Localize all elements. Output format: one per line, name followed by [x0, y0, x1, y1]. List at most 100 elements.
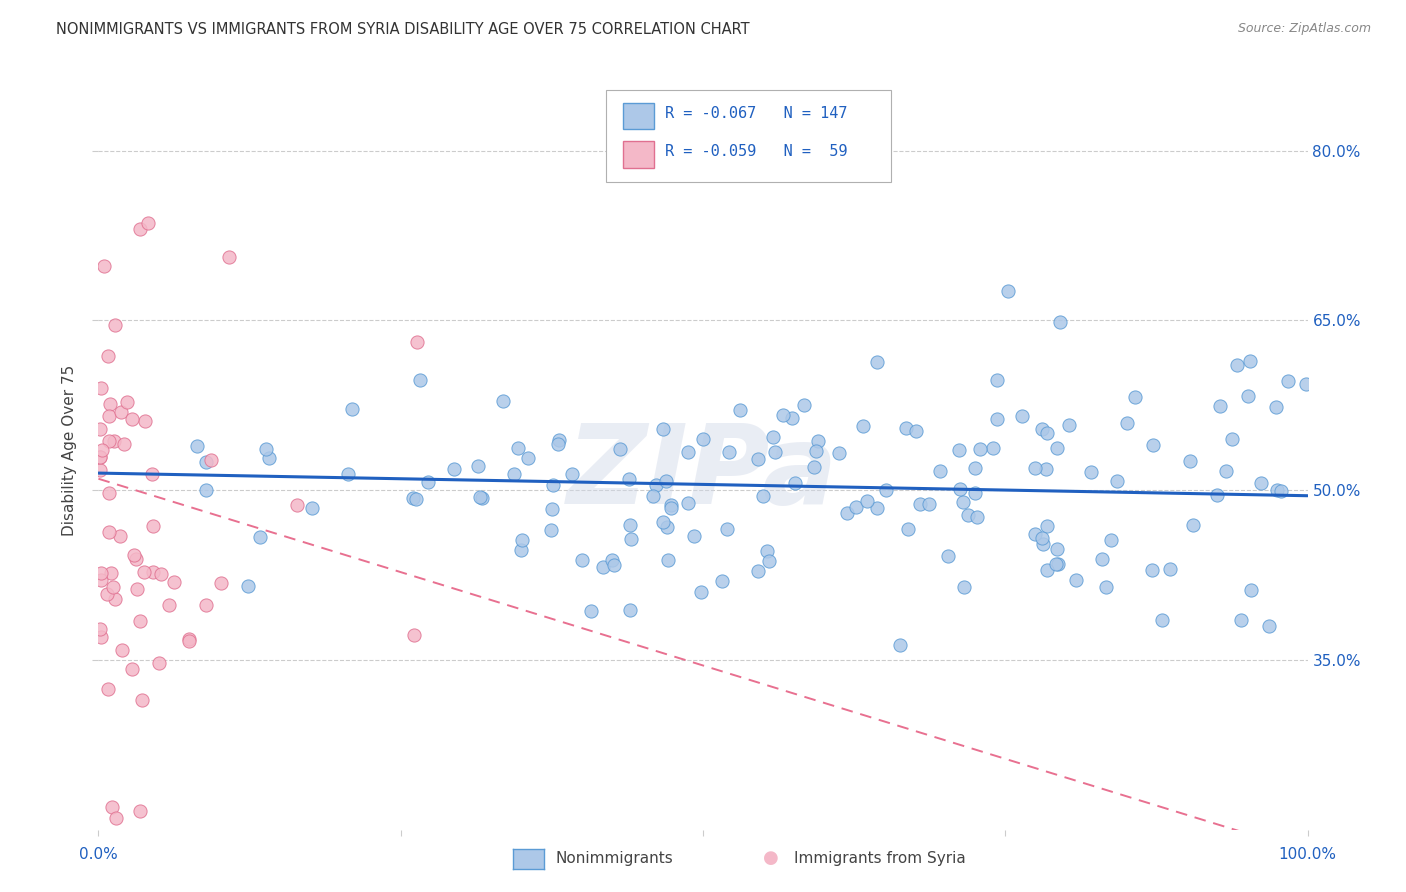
- Point: [101, 580, 124, 594]
- Point: [609, 442, 631, 456]
- Point: [1095, 580, 1118, 594]
- Point: [1295, 377, 1317, 392]
- Point: [952, 580, 974, 594]
- Point: [128, 221, 150, 235]
- Point: [1265, 483, 1288, 497]
- Point: [510, 533, 533, 547]
- Point: [404, 627, 426, 641]
- Point: [747, 452, 769, 467]
- Text: R = -0.067   N = 147: R = -0.067 N = 147: [665, 106, 848, 120]
- Point: [541, 478, 564, 492]
- Point: [402, 491, 425, 505]
- Point: [963, 486, 986, 500]
- Point: [132, 565, 155, 579]
- Point: [1239, 354, 1261, 368]
- Point: [889, 638, 911, 652]
- Point: [89, 422, 111, 436]
- Point: [1032, 536, 1054, 550]
- Point: [257, 450, 280, 465]
- Point: [1080, 466, 1102, 480]
- Point: [1024, 460, 1046, 475]
- Point: [121, 411, 143, 425]
- Point: [758, 554, 780, 568]
- Point: [918, 497, 941, 511]
- Point: [287, 498, 309, 512]
- Point: [855, 494, 877, 508]
- Point: [1257, 618, 1279, 632]
- Point: [1064, 573, 1087, 587]
- Point: [828, 446, 851, 460]
- Text: 0.0%: 0.0%: [79, 847, 118, 862]
- Text: ZIPa: ZIPa: [567, 420, 839, 526]
- Point: [93, 259, 115, 273]
- Point: [835, 506, 858, 520]
- Point: [1265, 400, 1288, 414]
- Point: [110, 529, 132, 543]
- Point: [467, 459, 489, 474]
- Text: NONIMMIGRANTS VS IMMIGRANTS FROM SYRIA DISABILITY AGE OVER 75 CORRELATION CHART: NONIMMIGRANTS VS IMMIGRANTS FROM SYRIA D…: [56, 22, 749, 37]
- Point: [1091, 551, 1114, 566]
- Point: [101, 800, 124, 814]
- Point: [655, 474, 678, 488]
- Point: [1226, 358, 1249, 372]
- Point: [1036, 425, 1059, 440]
- Point: [897, 523, 920, 537]
- Text: R = -0.059   N =  59: R = -0.059 N = 59: [665, 145, 848, 159]
- Point: [579, 604, 602, 618]
- Point: [619, 517, 641, 532]
- Point: [602, 558, 624, 572]
- Point: [981, 441, 1004, 455]
- Point: [620, 532, 643, 546]
- Point: [561, 467, 583, 482]
- Point: [98, 525, 121, 540]
- Point: [508, 441, 530, 455]
- Point: [866, 355, 889, 369]
- Point: [949, 482, 972, 496]
- Point: [655, 520, 678, 534]
- Point: [443, 462, 465, 476]
- Point: [845, 500, 868, 514]
- Point: [957, 508, 980, 522]
- Point: [541, 501, 564, 516]
- Point: [1142, 438, 1164, 452]
- Point: [571, 552, 593, 566]
- Point: [110, 404, 132, 418]
- Point: [89, 463, 111, 477]
- Text: ●: ●: [523, 849, 540, 867]
- Point: [128, 614, 150, 628]
- Point: [1024, 526, 1046, 541]
- Point: [90, 381, 112, 395]
- Point: [1230, 614, 1253, 628]
- Point: [104, 811, 127, 825]
- Point: [780, 411, 803, 425]
- Point: [645, 478, 668, 492]
- Point: [157, 598, 180, 612]
- Point: [1152, 613, 1174, 627]
- Point: [103, 592, 125, 607]
- Point: [948, 442, 970, 457]
- Point: [1049, 315, 1071, 329]
- Point: [676, 445, 699, 459]
- Point: [793, 398, 815, 412]
- Point: [986, 412, 1008, 426]
- Point: [755, 544, 778, 558]
- Point: [112, 437, 135, 451]
- Point: [91, 442, 114, 457]
- Point: [177, 632, 200, 646]
- Point: [936, 549, 959, 563]
- Point: [89, 450, 111, 464]
- Point: [186, 438, 208, 452]
- Point: [148, 656, 170, 670]
- Text: Source: ZipAtlas.com: Source: ZipAtlas.com: [1237, 22, 1371, 36]
- Point: [1031, 422, 1053, 436]
- Point: [1045, 557, 1067, 571]
- Point: [1045, 441, 1067, 455]
- Point: [1205, 488, 1227, 502]
- Point: [1240, 582, 1263, 597]
- Point: [969, 442, 991, 457]
- Point: [134, 414, 156, 428]
- Point: [90, 631, 112, 645]
- Point: [652, 515, 675, 529]
- Point: [783, 476, 806, 491]
- Point: [1036, 563, 1059, 577]
